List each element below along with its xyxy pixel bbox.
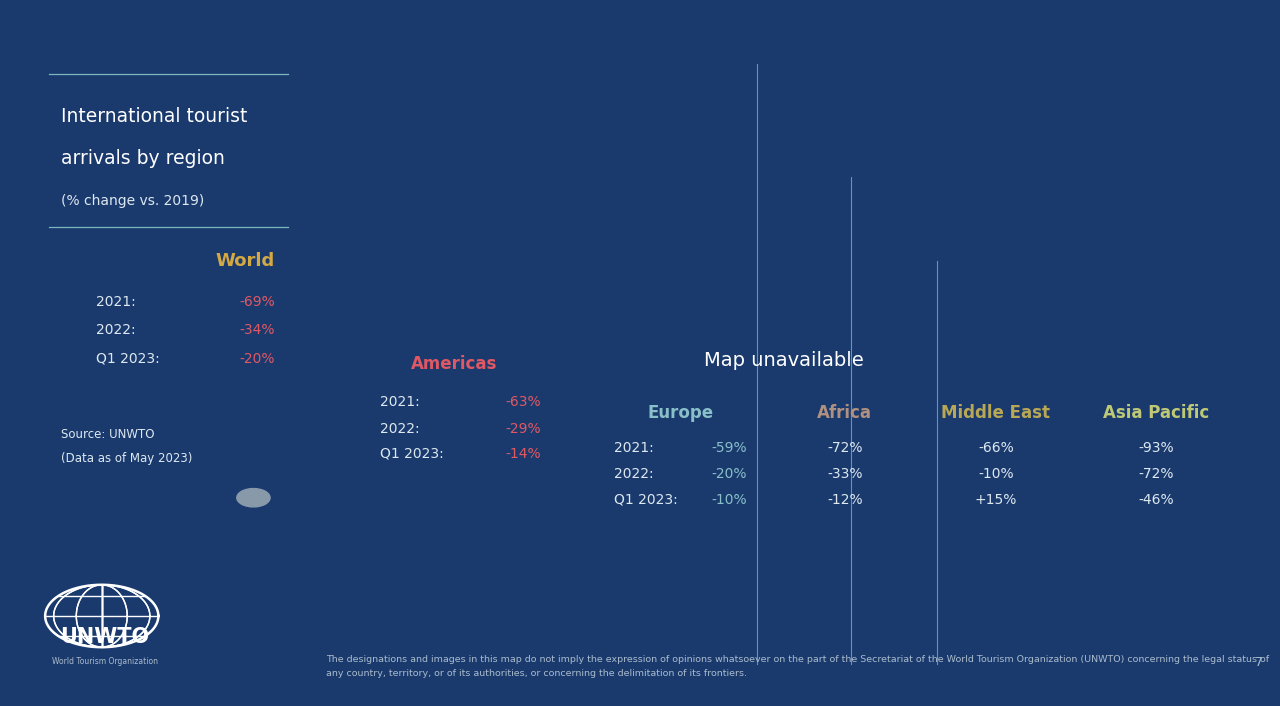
Text: World: World [216,252,275,270]
Text: World Tourism Organization: World Tourism Organization [52,657,157,666]
Text: 7: 7 [1256,656,1263,669]
Text: +15%: +15% [974,493,1018,507]
Text: -66%: -66% [978,441,1014,455]
Text: -10%: -10% [712,493,748,507]
Text: -34%: -34% [239,323,275,337]
Circle shape [237,489,270,507]
Text: 2021:: 2021: [380,395,420,409]
Text: (% change vs. 2019): (% change vs. 2019) [61,194,205,208]
Text: -10%: -10% [978,467,1014,481]
Text: Q1 2023:: Q1 2023: [614,493,678,507]
Text: International tourist: International tourist [61,107,248,126]
Text: UNWTO: UNWTO [60,627,150,647]
Text: The designations and images in this map do not imply the expression of opinions : The designations and images in this map … [326,655,1270,678]
Text: Q1 2023:: Q1 2023: [380,447,444,461]
Text: Asia Pacific: Asia Pacific [1102,404,1210,422]
Text: -33%: -33% [827,467,863,481]
Text: -59%: -59% [712,441,748,455]
Text: -29%: -29% [506,421,541,436]
Text: 2022:: 2022: [96,323,136,337]
Text: Source: UNWTO: Source: UNWTO [61,428,155,441]
Text: 2022:: 2022: [380,421,420,436]
Text: -69%: -69% [239,295,275,309]
Text: -93%: -93% [1138,441,1174,455]
Text: Middle East: Middle East [941,404,1051,422]
Text: -20%: -20% [712,467,748,481]
Text: -20%: -20% [239,352,275,366]
Text: -14%: -14% [506,447,541,461]
Text: -63%: -63% [506,395,541,409]
Text: arrivals by region: arrivals by region [61,150,225,168]
Text: 2022:: 2022: [614,467,654,481]
Text: -12%: -12% [827,493,863,507]
Text: Map unavailable: Map unavailable [704,351,864,369]
Text: (Data as of May 2023): (Data as of May 2023) [61,453,193,465]
Text: -72%: -72% [827,441,863,455]
Text: -72%: -72% [1138,467,1174,481]
Text: Africa: Africa [818,404,872,422]
Text: Americas: Americas [411,354,498,373]
Text: 2021:: 2021: [614,441,654,455]
Text: Europe: Europe [648,404,714,422]
Text: Q1 2023:: Q1 2023: [96,352,160,366]
Text: 2021:: 2021: [96,295,136,309]
Text: -46%: -46% [1138,493,1174,507]
